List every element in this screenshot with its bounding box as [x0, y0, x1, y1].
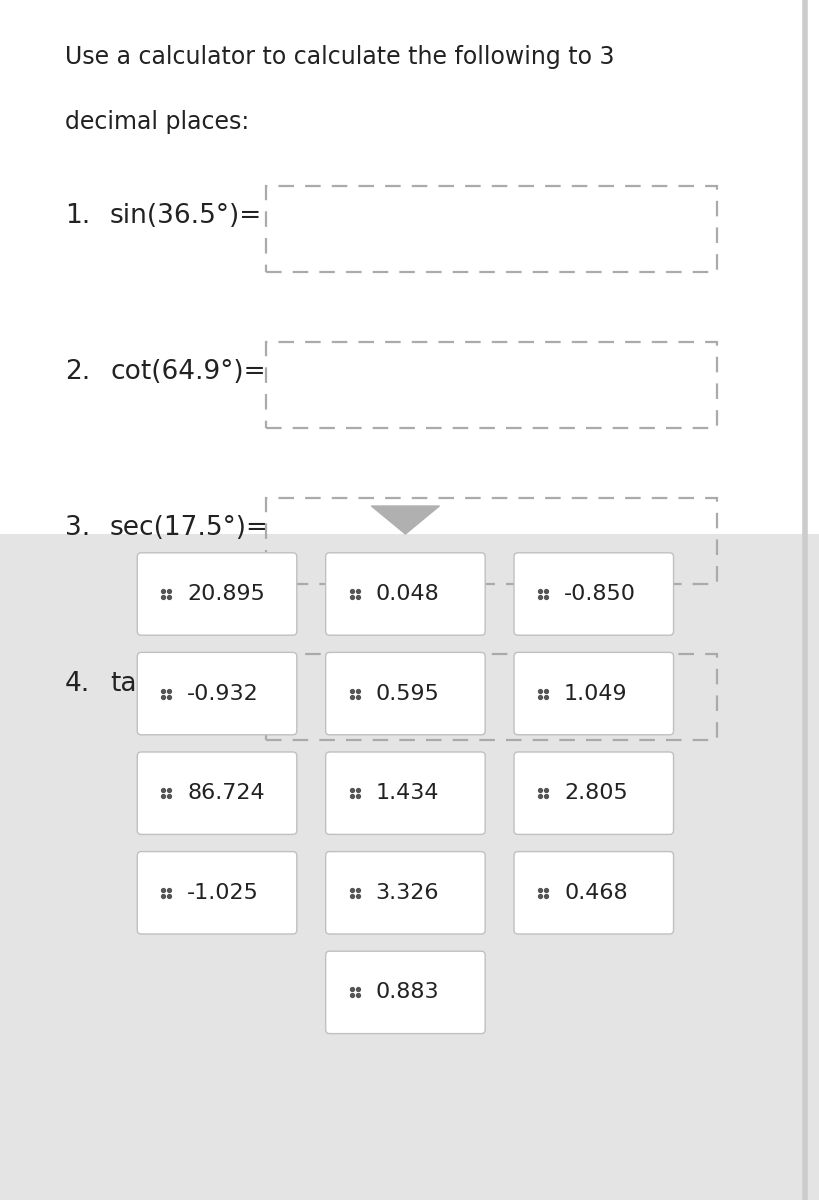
Text: 0.048: 0.048 [376, 584, 440, 604]
Bar [0, 0, 819, 534]
FancyBboxPatch shape [514, 653, 673, 734]
FancyBboxPatch shape [326, 553, 485, 635]
Bar [0, 534, 819, 1200]
Polygon shape [371, 506, 440, 534]
FancyBboxPatch shape [326, 852, 485, 934]
FancyBboxPatch shape [514, 553, 673, 635]
Text: 1.049: 1.049 [564, 684, 627, 703]
Text: tan(87.26°)=: tan(87.26°)= [110, 671, 284, 697]
FancyBboxPatch shape [138, 752, 296, 834]
Text: sin(36.5°)=: sin(36.5°)= [110, 203, 262, 229]
Text: 3.326: 3.326 [376, 883, 439, 902]
Text: 2.805: 2.805 [564, 784, 628, 803]
Text: 3.: 3. [65, 515, 90, 541]
Text: 0.468: 0.468 [564, 883, 627, 902]
Text: 2.: 2. [65, 359, 90, 385]
FancyBboxPatch shape [514, 752, 673, 834]
Bar [266, 654, 717, 740]
Text: cot(64.9°)=: cot(64.9°)= [110, 359, 265, 385]
Text: sec(17.5°)=: sec(17.5°)= [110, 515, 269, 541]
Text: 0.595: 0.595 [376, 684, 440, 703]
FancyBboxPatch shape [138, 852, 296, 934]
Bar [266, 186, 717, 272]
Bar [266, 342, 717, 428]
Text: 1.: 1. [65, 203, 90, 229]
Bar [266, 498, 717, 584]
Text: decimal places:: decimal places: [65, 110, 249, 134]
Text: -0.932: -0.932 [188, 684, 259, 703]
FancyBboxPatch shape [326, 653, 485, 734]
FancyBboxPatch shape [326, 952, 485, 1033]
Text: -1.025: -1.025 [188, 883, 259, 902]
FancyBboxPatch shape [326, 752, 485, 834]
FancyBboxPatch shape [138, 653, 296, 734]
FancyBboxPatch shape [138, 553, 296, 635]
FancyBboxPatch shape [514, 852, 673, 934]
Text: 20.895: 20.895 [188, 584, 265, 604]
Text: 86.724: 86.724 [188, 784, 265, 803]
Text: 1.434: 1.434 [376, 784, 439, 803]
Text: 4.: 4. [65, 671, 90, 697]
Text: Use a calculator to calculate the following to 3: Use a calculator to calculate the follow… [65, 44, 614, 68]
Text: 0.883: 0.883 [376, 983, 439, 1002]
Text: -0.850: -0.850 [564, 584, 636, 604]
